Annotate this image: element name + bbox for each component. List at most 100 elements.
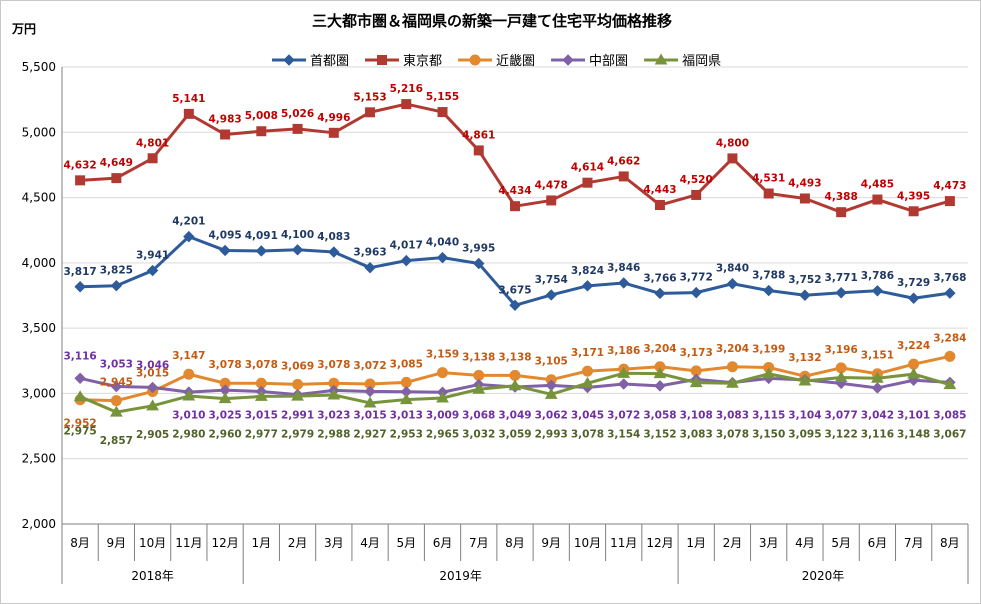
data-point-marker [74, 281, 86, 293]
data-point-marker [292, 378, 304, 390]
data-label: 3,772 [680, 272, 713, 284]
data-label: 2,953 [390, 428, 423, 440]
data-point-marker [327, 388, 341, 400]
data-point-marker [617, 366, 631, 378]
data-label: 2,965 [426, 428, 459, 440]
data-point-marker [219, 244, 231, 257]
data-label: 3,049 [498, 409, 531, 421]
data-label: 4,485 [861, 179, 894, 191]
data-point-marker [581, 376, 594, 388]
data-point-marker [581, 365, 593, 377]
data-label: 3,284 [933, 332, 966, 344]
data-label: 3,159 [426, 349, 459, 361]
data-label: 3,072 [353, 360, 386, 372]
data-label: 3,078 [716, 428, 749, 440]
data-point-marker [146, 399, 159, 411]
data-label: 4,632 [64, 159, 97, 171]
data-label: 4,983 [208, 114, 241, 126]
data-label: 3,078 [317, 359, 350, 371]
data-label: 2,980 [172, 428, 205, 440]
data-point-marker [834, 371, 848, 382]
data-point-marker [581, 280, 594, 292]
data-label: 5,008 [245, 110, 278, 122]
data-label: 2,979 [281, 428, 314, 440]
data-point-marker [726, 376, 739, 388]
data-point-marker [255, 245, 268, 257]
data-point-marker [618, 171, 629, 182]
data-label: 3,025 [208, 409, 241, 421]
data-point-marker [907, 367, 921, 379]
data-point-marker [544, 387, 558, 399]
data-point-marker [73, 390, 87, 402]
data-point-marker [146, 264, 159, 277]
data-label: 3,045 [571, 409, 604, 421]
data-point-marker [473, 257, 485, 270]
data-label: 2,977 [245, 428, 278, 440]
data-point-marker [799, 289, 811, 301]
data-label: 3,846 [607, 262, 640, 274]
data-label: 2,988 [317, 428, 350, 440]
data-point-marker [546, 195, 557, 206]
x-tick-label: 8月 [505, 536, 525, 550]
data-label: 3,825 [100, 265, 133, 277]
data-label: 2,952 [64, 418, 97, 430]
data-point-marker [653, 367, 667, 379]
data-point-marker [146, 381, 159, 394]
x-tick-label: 6月 [868, 536, 888, 550]
data-point-marker [510, 201, 520, 212]
data-label: 3,122 [825, 428, 858, 440]
data-label: 3,204 [643, 343, 676, 355]
x-tick-label: 11月 [610, 536, 637, 550]
x-tick-label: 10月 [139, 536, 166, 550]
x-tick-label: 2月 [288, 536, 308, 550]
data-point-marker [399, 393, 413, 405]
data-point-marker [436, 251, 449, 264]
data-point-marker [254, 389, 268, 401]
x-tick-label: 2月 [723, 536, 743, 550]
data-label: 4,443 [643, 184, 676, 196]
x-tick-label: 5月 [831, 536, 851, 550]
data-point-marker [654, 380, 666, 392]
data-label: 3,824 [571, 265, 604, 277]
data-label: 3,009 [426, 409, 459, 421]
data-label: 4,100 [281, 229, 314, 241]
data-point-marker [654, 287, 666, 300]
x-tick-label: 11月 [175, 536, 202, 550]
year-label: 2020年 [802, 569, 845, 583]
data-label: 4,614 [571, 162, 604, 174]
y-tick-label: 2,500 [22, 452, 56, 466]
data-point-marker [291, 244, 304, 256]
y-tick-label: 3,500 [22, 321, 56, 335]
data-point-marker [363, 396, 377, 408]
data-point-marker [283, 54, 295, 66]
data-label: 3,204 [716, 343, 749, 355]
data-label: 3,078 [208, 359, 241, 371]
data-point-marker [689, 376, 703, 388]
data-label: 3,116 [861, 428, 894, 440]
data-label: 4,801 [136, 137, 169, 149]
data-label: 4,478 [535, 179, 568, 191]
data-point-marker [365, 107, 376, 118]
data-label: 3,840 [716, 263, 749, 275]
data-point-marker [109, 405, 123, 417]
legend-label: 首都圏 [310, 54, 349, 69]
legend-label: 福岡県 [682, 54, 721, 69]
x-tick-label: 8月 [70, 536, 90, 550]
data-point-marker [509, 299, 521, 311]
data-label: 3,015 [245, 409, 278, 421]
data-label: 3,147 [172, 350, 205, 362]
data-label: 4,091 [245, 230, 278, 242]
data-label: 3,132 [788, 352, 821, 364]
data-label: 3,053 [100, 359, 133, 371]
data-point-marker [75, 175, 86, 186]
data-label: 3,196 [825, 344, 858, 356]
data-point-marker [256, 126, 267, 137]
data-point-marker [799, 193, 810, 204]
data-label: 4,201 [172, 216, 205, 228]
data-label: 3,151 [861, 350, 894, 362]
data-point-marker [654, 53, 668, 65]
x-tick-label: 7月 [469, 536, 489, 550]
data-label: 3,083 [716, 409, 749, 421]
data-label: 3,148 [897, 428, 930, 440]
data-point-marker [364, 261, 376, 274]
